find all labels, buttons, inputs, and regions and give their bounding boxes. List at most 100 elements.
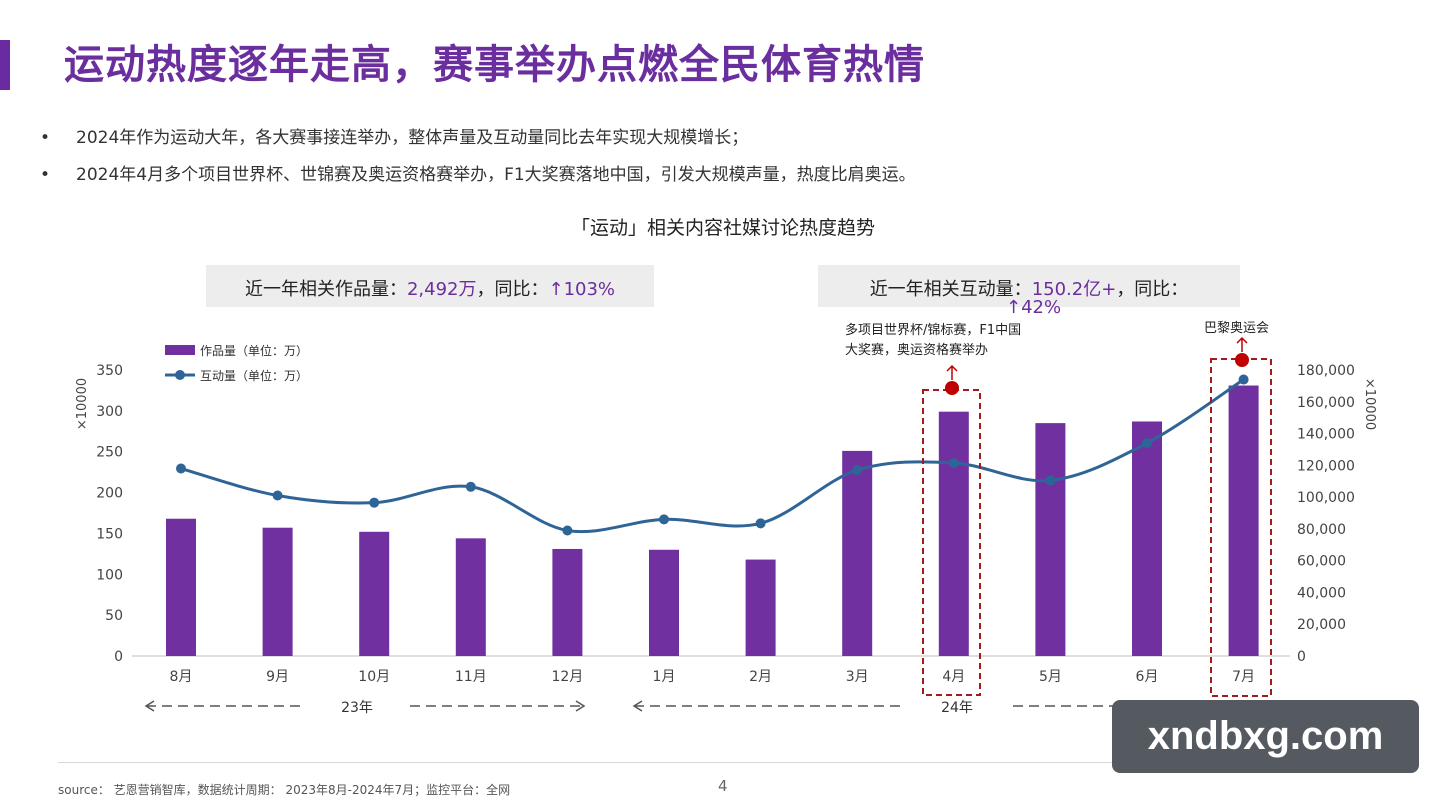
bullet-text: 2024年4月多个项目世界杯、世锦赛及奥运资格赛举办，F1大奖赛落地中国，引发大… [76, 165, 916, 185]
right-tick-label: 80,000 [1297, 522, 1346, 538]
x-tick-label: 11月 [455, 669, 487, 685]
works-stat-mid: ，同比： [476, 279, 549, 300]
point-interactions [465, 481, 476, 492]
bar-works [359, 531, 390, 656]
left-axis: 0 50 100 150 200 250 300 350 [96, 363, 123, 665]
x-tick-label: 9月 [266, 669, 289, 685]
interactions-stat-mid: ，同比： [1116, 279, 1189, 300]
bullet-item: • 2024年4月多个项目世界杯、世锦赛及奥运资格赛举办，F1大奖赛落地中国，引发… [40, 160, 916, 185]
bar-works [262, 527, 293, 656]
legend-label-line: 互动量（单位：万） [200, 368, 308, 383]
april-annotation-line: 多项目世界杯/锦标赛，F1中国 [845, 323, 1022, 338]
legend: 作品量（单位：万） 互动量（单位：万） [165, 343, 308, 383]
x-tick-label: 5月 [1039, 669, 1062, 685]
april-annotation-line: 大奖赛，奥运资格赛举办 [845, 343, 989, 358]
right-tick-label: 0 [1297, 649, 1306, 665]
source-note: source： 艺恩营销智库，数据统计周期： 2023年8月-2024年7月；监… [58, 783, 511, 797]
arrow-left-icon [632, 700, 643, 712]
works-stat-growth: ↑103% [548, 279, 616, 300]
highlight-box-april [922, 389, 981, 696]
arrow-up-icon [1236, 336, 1248, 352]
point-interactions [1045, 475, 1056, 486]
point-interactions [272, 490, 283, 501]
year-label-23: 23年 [341, 700, 373, 716]
bar-works [1035, 423, 1066, 656]
arrow-left-icon [144, 700, 155, 712]
bar-works [1228, 385, 1259, 656]
legend-label-bar: 作品量（单位：万） [200, 343, 308, 358]
right-axis-label: ×10000 [1362, 378, 1377, 430]
bar-works [649, 549, 679, 656]
right-tick-label: 60,000 [1297, 554, 1346, 570]
page-title: 运动热度逐年走高，赛事举办点燃全民体育热情 [64, 42, 925, 88]
bar-works [455, 538, 486, 656]
point-interactions [852, 465, 863, 476]
right-tick-label: 40,000 [1297, 585, 1346, 601]
works-stat-box: 近一年相关作品量：2,492万，同比：↑103% [206, 265, 654, 307]
point-interactions [755, 518, 766, 529]
point-interactions [948, 457, 959, 468]
bar-works [552, 548, 583, 656]
interactions-stat-prefix: 近一年相关互动量： [869, 279, 1032, 300]
x-tick-label: 2月 [749, 669, 772, 685]
bar-works [166, 518, 196, 656]
left-axis-label: ×10000 [75, 378, 90, 430]
year-range-arrows: 23年 24年 [144, 700, 1282, 716]
year-label-24: 24年 [941, 700, 973, 716]
page-number: 4 [718, 777, 728, 795]
interactions-stat-box: 近一年相关互动量：150.2亿+，同比： [818, 265, 1240, 307]
interactions-stat-value: 150.2亿+ [1031, 279, 1117, 300]
point-interactions [176, 463, 186, 474]
x-tick-label: 1月 [653, 669, 676, 685]
bar-works [745, 559, 776, 656]
point-interactions [1238, 374, 1249, 385]
right-tick-label: 160,000 [1297, 395, 1355, 411]
left-tick-label: 50 [105, 608, 123, 624]
legend-swatch-bar [165, 345, 195, 355]
point-interactions [562, 525, 573, 536]
left-tick-label: 350 [96, 363, 123, 379]
point-interactions [369, 497, 380, 508]
interactions-stat-growth: ↑42% [1006, 297, 1062, 318]
series-line-interactions [180, 378, 1245, 534]
x-tick-label: 3月 [846, 669, 869, 685]
works-stat-prefix: 近一年相关作品量： [244, 279, 407, 300]
right-axis: 0 20,000 40,000 60,000 80,000 100,000 120,000 1… [1297, 363, 1355, 665]
arrow-right-icon [575, 700, 586, 712]
left-tick-label: 150 [96, 526, 123, 542]
legend-swatch-marker [175, 370, 185, 380]
highlight-marker-july [1235, 353, 1249, 367]
highlight-marker-april [945, 381, 959, 395]
bullet-text: 2024年作为运动大年，各大赛事接连举办，整体声量及互动量同比去年实现大规模增长… [76, 128, 749, 148]
right-tick-label: 100,000 [1297, 490, 1355, 506]
x-tick-label: 6月 [1136, 669, 1159, 685]
highlight-group [922, 336, 1272, 697]
x-tick-label: 10月 [358, 669, 390, 685]
x-tick-label: 8月 [170, 669, 193, 685]
left-tick-label: 300 [96, 404, 123, 420]
title-accent-bar [0, 40, 10, 90]
bullet-item: • 2024年作为运动大年，各大赛事接连举办，整体声量及互动量同比去年实现大规模增… [40, 123, 748, 148]
left-tick-label: 0 [114, 649, 123, 665]
x-tick-label: 4月 [942, 669, 965, 685]
watermark: xndbxg.com [1112, 700, 1419, 773]
footer-divider [58, 762, 1158, 763]
right-tick-label: 140,000 [1297, 427, 1355, 443]
right-tick-label: 120,000 [1297, 458, 1355, 474]
right-tick-label: 180,000 [1297, 363, 1355, 379]
arrow-up-icon [946, 364, 958, 380]
left-tick-label: 250 [96, 445, 123, 461]
works-stat-value: 2,492万 [406, 279, 477, 300]
point-interactions [659, 514, 669, 525]
left-tick-label: 200 [96, 486, 123, 502]
july-annotation: 巴黎奥运会 [1204, 321, 1270, 336]
bar-works [842, 450, 873, 656]
point-interactions [1142, 438, 1152, 449]
bullet-marker: • [40, 165, 51, 185]
left-tick-label: 100 [96, 567, 123, 583]
bar-works [1132, 421, 1162, 656]
right-tick-label: 20,000 [1297, 617, 1346, 633]
chart-title: 「运动」相关内容社媒讨论热度趋势 [570, 217, 875, 239]
bar-works [938, 411, 969, 656]
